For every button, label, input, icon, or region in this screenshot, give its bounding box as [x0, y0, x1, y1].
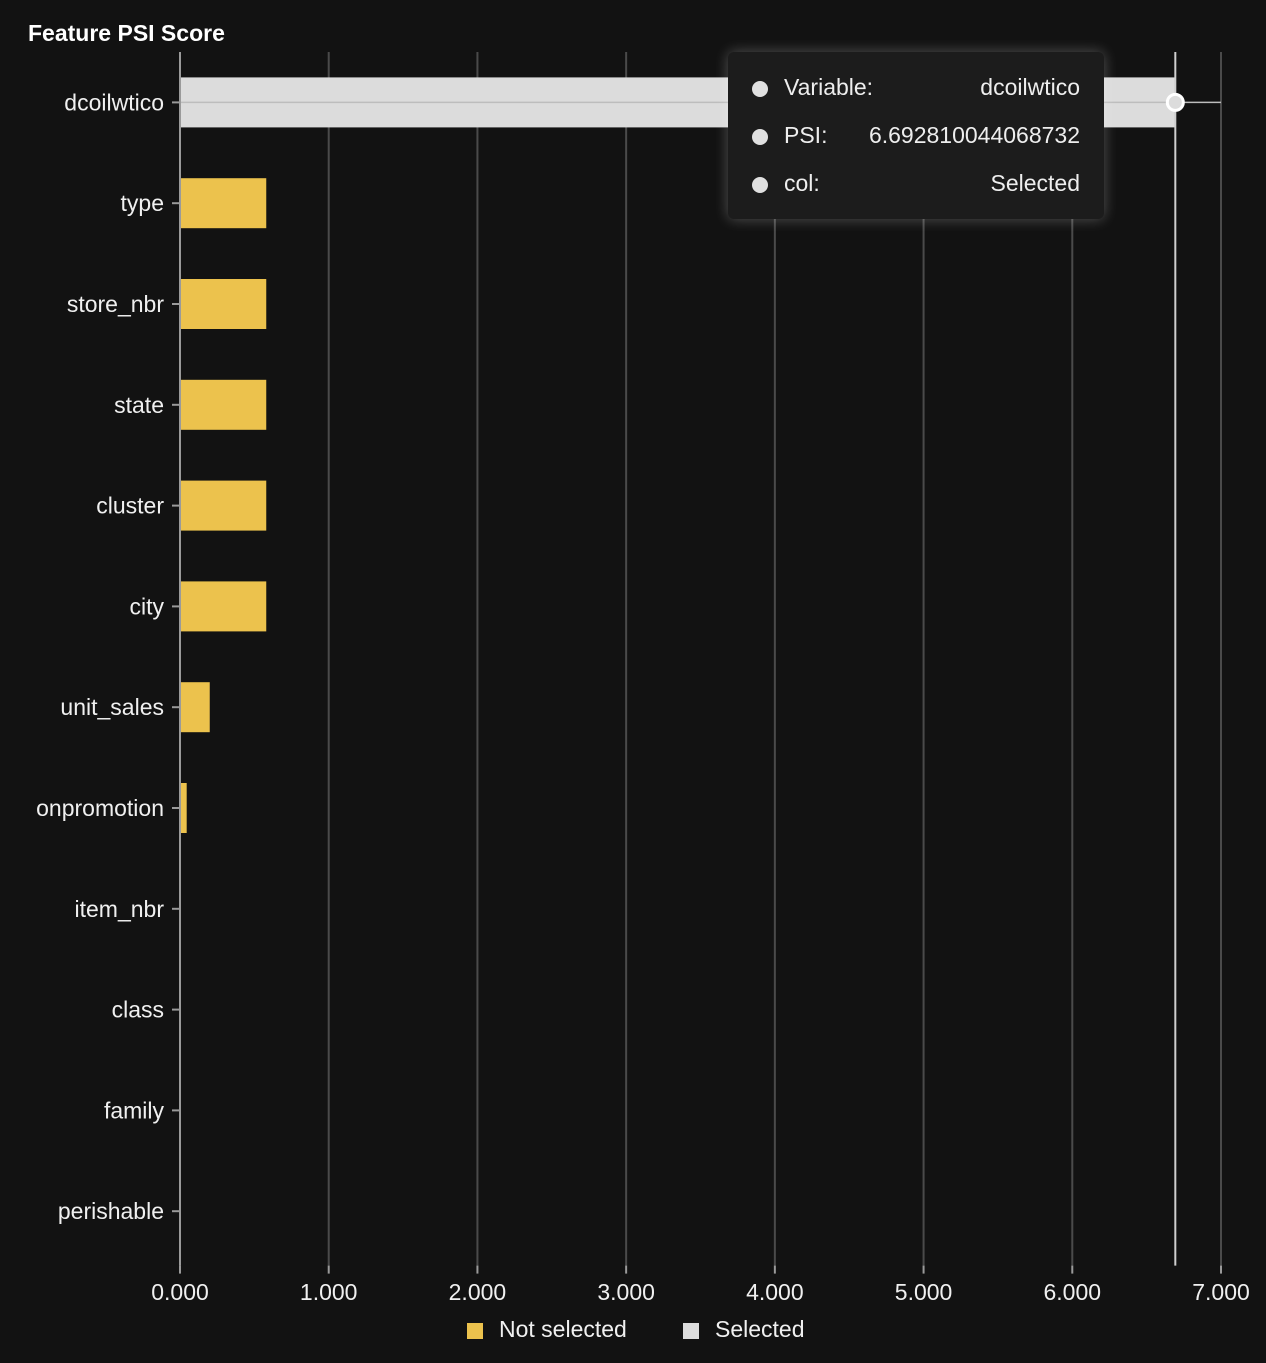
- chart-title: Feature PSI Score: [28, 20, 225, 46]
- tooltip-dot-icon: [752, 177, 768, 193]
- bar: [180, 480, 267, 531]
- tooltip-row-variable: Variable: dcoilwtico: [752, 74, 1080, 104]
- x-tick-label: 3.000: [597, 1279, 655, 1305]
- y-tick-label: family: [104, 1097, 165, 1123]
- tooltip-row-col: col: Selected: [752, 170, 1080, 200]
- tooltip-value: 6.692810044068732: [868, 122, 1080, 148]
- x-tick-label: 4.000: [746, 1279, 804, 1305]
- tooltip-value: dcoilwtico: [980, 74, 1080, 100]
- y-tick-label: type: [121, 190, 164, 216]
- y-tick-label: class: [112, 997, 164, 1023]
- y-tick-label: item_nbr: [75, 896, 165, 922]
- x-tick-label: 0.000: [151, 1279, 209, 1305]
- x-tick-label: 6.000: [1044, 1279, 1102, 1305]
- y-tick-label: store_nbr: [67, 291, 165, 317]
- axes: 0.000 1.000 2.000 3.000 4.000 5.000 6.000 7.000…: [36, 52, 1250, 1305]
- tooltip-label: col:: [784, 170, 820, 196]
- y-tick-label: cluster: [96, 493, 164, 519]
- hover-tooltip: Variable: dcoilwtico PSI: 6.692810044068…: [728, 52, 1104, 219]
- tooltip-label: PSI:: [784, 122, 828, 148]
- bar: [180, 379, 267, 430]
- x-tick-label: 5.000: [895, 1279, 953, 1305]
- tooltip-dot-icon: [752, 81, 768, 97]
- bar: [180, 178, 267, 229]
- y-tick-label: dcoilwtico: [64, 89, 164, 115]
- chart-legend: Not selected Selected: [0, 1316, 1266, 1346]
- tooltip-label: Variable:: [784, 74, 874, 100]
- tooltip-row-psi: PSI: 6.692810044068732: [752, 122, 1080, 152]
- x-tick-label: 2.000: [449, 1279, 507, 1305]
- bar: [180, 682, 210, 733]
- y-tick-label: onpromotion: [36, 795, 164, 821]
- y-tick-label: state: [114, 392, 164, 418]
- legend-label: Not selected: [499, 1316, 627, 1342]
- tooltip-dot-icon: [752, 129, 768, 145]
- x-tick-label: 7.000: [1192, 1279, 1250, 1305]
- hover-point: [1165, 92, 1185, 112]
- y-tick-label: city: [130, 593, 165, 619]
- x-tick-label: 1.000: [300, 1279, 358, 1305]
- y-tick-label: perishable: [58, 1198, 164, 1224]
- bar: [180, 279, 267, 329]
- bar: [180, 783, 187, 833]
- tooltip-value: Selected: [990, 170, 1080, 196]
- legend-swatch-icon: [683, 1323, 699, 1339]
- bars: [180, 52, 1221, 1266]
- legend-label: Selected: [715, 1316, 805, 1342]
- gridlines: [327, 52, 1222, 1266]
- y-tick-label: unit_sales: [60, 694, 164, 720]
- legend-swatch-icon: [467, 1323, 483, 1339]
- bar: [180, 581, 267, 632]
